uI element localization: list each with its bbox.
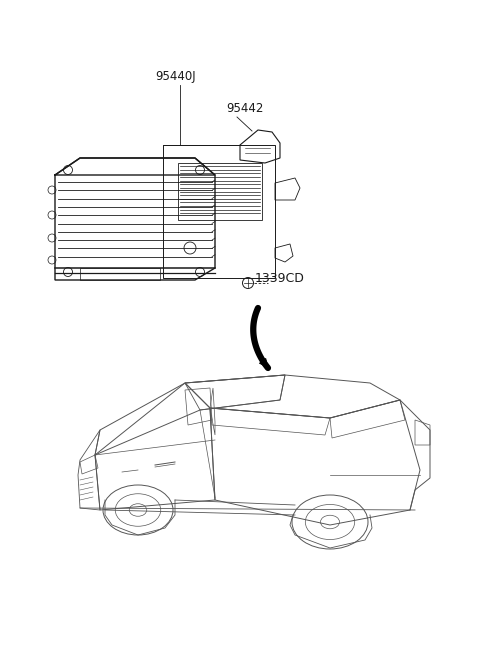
Polygon shape — [259, 358, 268, 368]
Text: 95442: 95442 — [226, 102, 264, 115]
Text: 1339CD: 1339CD — [255, 271, 305, 284]
Text: 95440J: 95440J — [155, 70, 196, 83]
